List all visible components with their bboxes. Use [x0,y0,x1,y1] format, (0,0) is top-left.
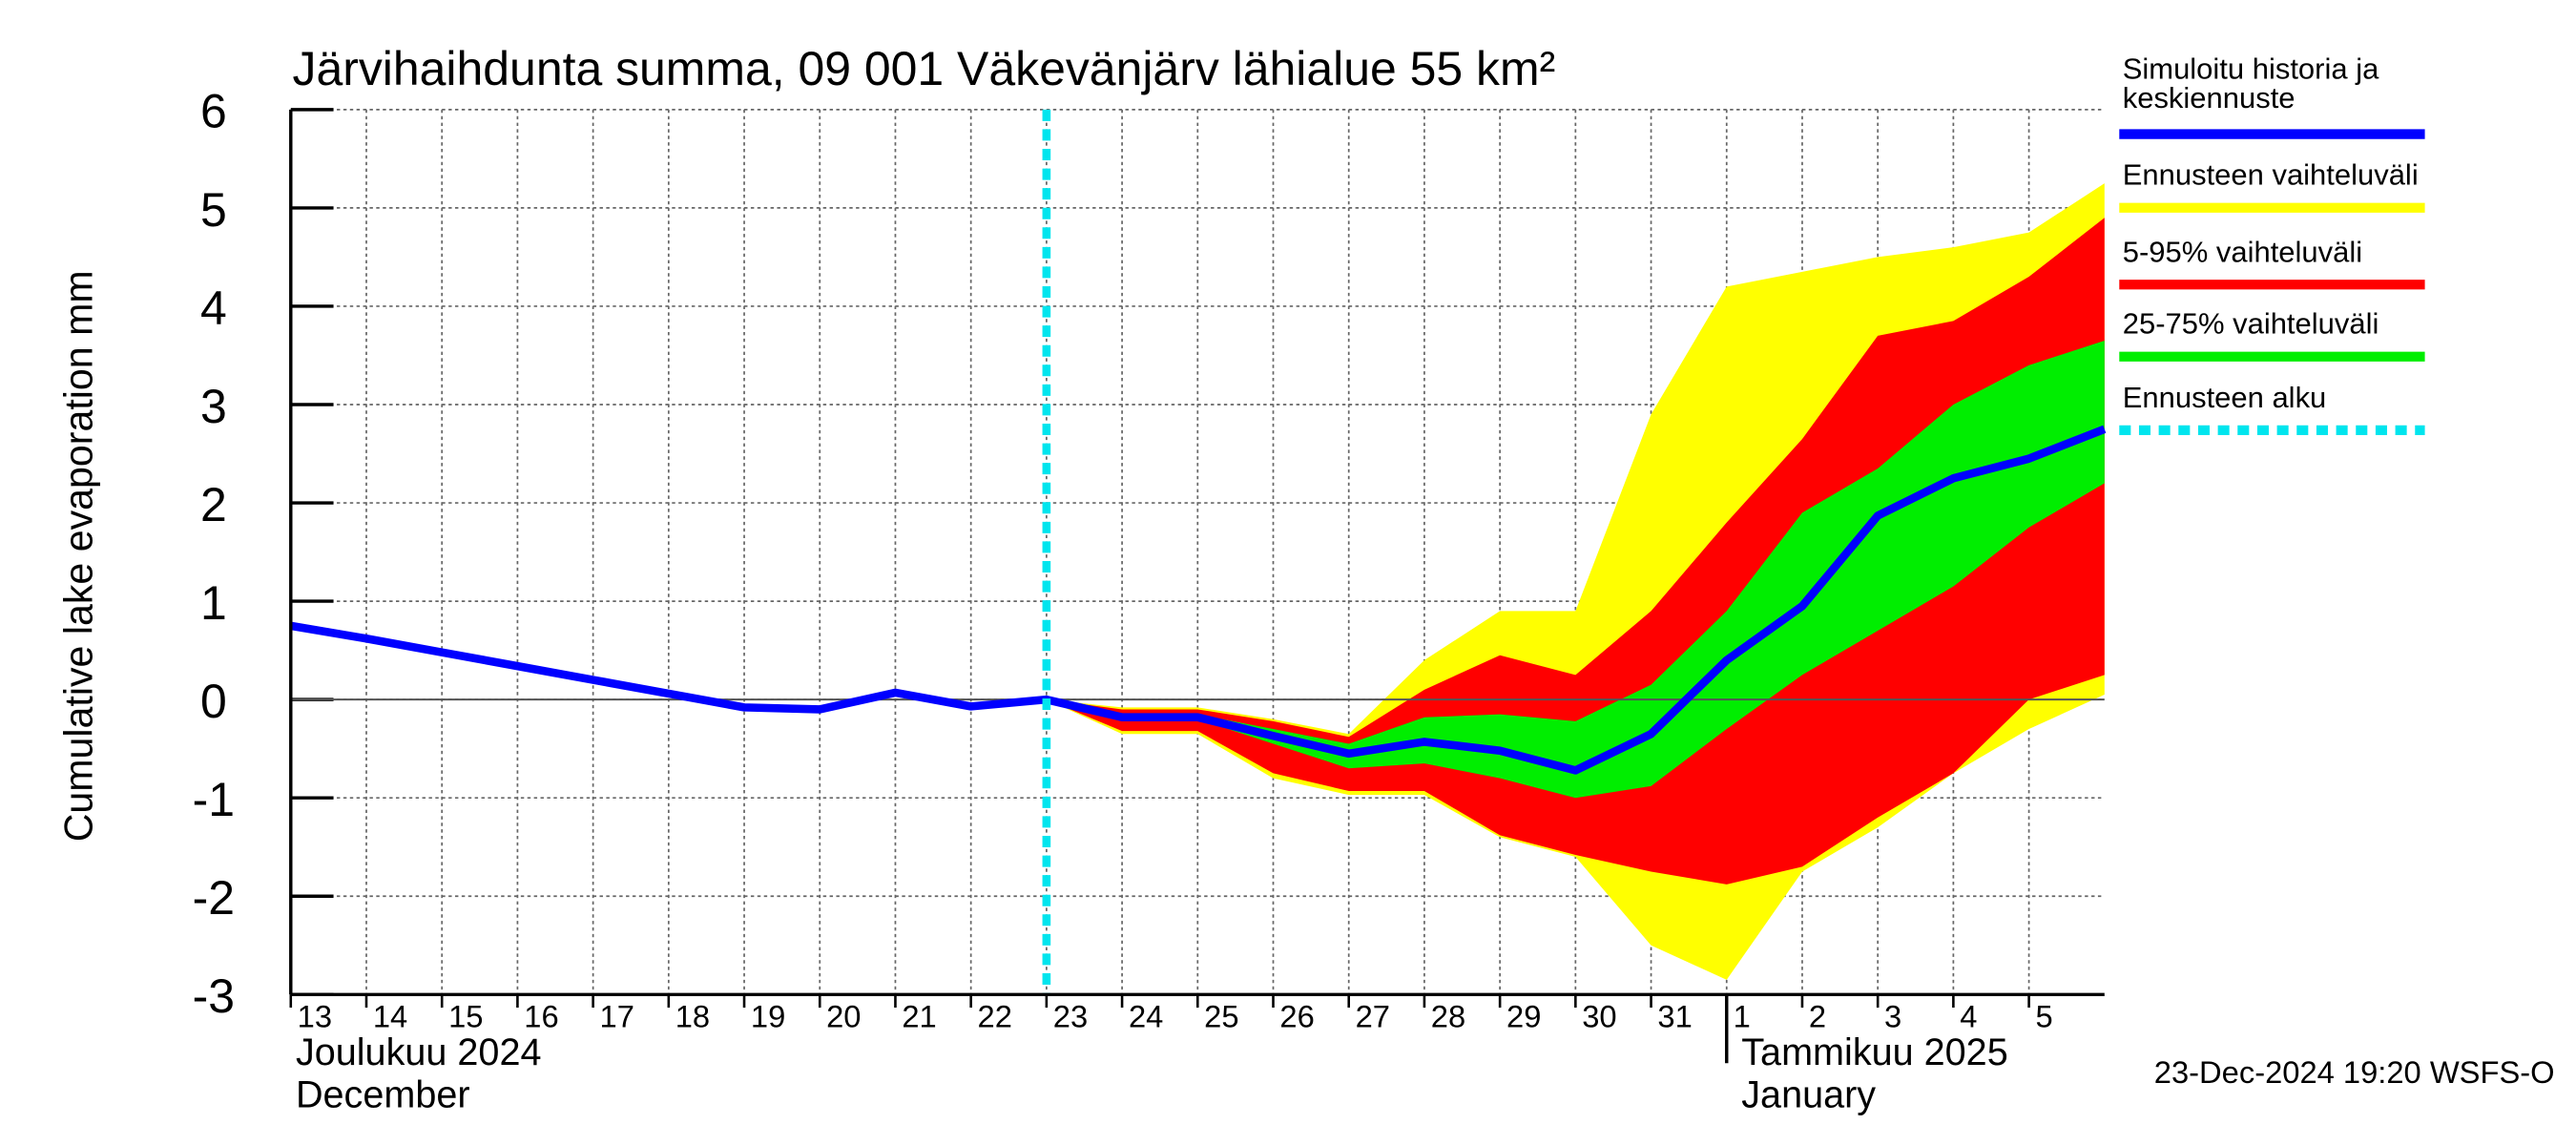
x-tick-label: 30 [1582,999,1616,1034]
x-tick-label: 2 [1809,999,1826,1034]
x-tick-label: 26 [1279,999,1314,1034]
y-tick-label: 6 [200,85,227,138]
y-tick-label: -1 [193,773,235,826]
x-tick-label: 28 [1431,999,1465,1034]
x-tick-label: 23 [1053,999,1088,1034]
x-tick-label: 29 [1506,999,1541,1034]
legend-label: Simuloitu historia ja keskiennuste [2123,52,2379,114]
y-tick-label: -2 [193,871,235,925]
month-label: January [1741,1074,1876,1116]
y-tick-label: 0 [200,675,227,728]
y-tick-label: -3 [193,969,235,1023]
x-tick-label: 24 [1129,999,1163,1034]
x-tick-label: 25 [1204,999,1238,1034]
x-tick-label: 17 [600,999,634,1034]
x-tick-label: 21 [902,999,936,1034]
median-line [290,425,2107,775]
y-tick-label: 5 [200,183,227,237]
legend-label: 25-75% vaihteluväli [2123,307,2379,341]
y-tick-label: 4 [200,281,227,335]
x-tick-label: 19 [751,999,785,1034]
y-tick-label: 2 [200,478,227,531]
x-tick-label: 18 [675,999,710,1034]
x-tick-label: 31 [1657,999,1692,1034]
band [1046,341,2105,799]
legend-label: Ennusteen alku [2123,381,2327,414]
band [1046,218,2105,885]
x-tick-label: 27 [1356,999,1390,1034]
x-tick-label: 5 [2035,999,2052,1034]
chart-title: Järvihaihdunta summa, 09 001 Väkevänjärv… [293,42,1556,95]
legend-label: 5-95% vaihteluväli [2123,235,2362,268]
x-tick-label: 3 [1884,999,1901,1034]
legend-label: Ennusteen vaihteluväli [2123,158,2419,192]
x-tick-label: 1 [1734,999,1751,1034]
x-tick-label: 20 [826,999,861,1034]
footer: 23-Dec-2024 19:20 WSFS-O [2154,1054,2555,1090]
y-tick-label: 3 [200,380,227,433]
month-label: Tammikuu 2025 [1741,1031,2007,1073]
x-tick-label: 16 [524,999,558,1034]
month-label: Joulukuu 2024 [296,1031,542,1073]
x-tick-label: 4 [1960,999,1977,1034]
x-tick-label: 22 [978,999,1012,1034]
x-tick-label: 13 [298,999,332,1034]
y-axis-label: Cumulative lake evaporation mm [56,270,100,842]
x-tick-label: 14 [373,999,407,1034]
month-label: December [296,1074,470,1116]
x-tick-label: 15 [448,999,483,1034]
y-tick-label: 1 [200,576,227,630]
